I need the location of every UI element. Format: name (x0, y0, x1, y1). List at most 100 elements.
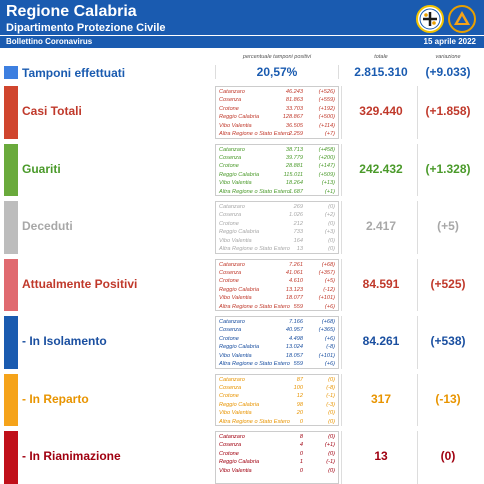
province-value: 0 (299, 467, 303, 474)
bulletin-bar: Bollettino Coronavirus 15 aprile 2022 (0, 35, 484, 48)
province-delta: (-1) (326, 393, 335, 400)
province-line: Reggio Calabria 98 (-3) (219, 402, 337, 408)
province-value: 0 (299, 450, 303, 457)
province-delta: (0) (328, 237, 335, 244)
tamponi-label: Tamponi effettuati (22, 66, 126, 80)
isolamento-color-swatch (4, 316, 18, 369)
column-divider (341, 86, 342, 139)
rianimazione-color-swatch (4, 431, 18, 484)
province-name: Catanzaro (219, 146, 245, 153)
province-name: Vibo Valentia (219, 467, 252, 474)
isolamento-row: - In Isolamento Catanzaro 7.166 (+68) Cosenz… (0, 315, 484, 371)
province-name: Reggio Calabria (219, 114, 260, 121)
province-line: Cosenza 41.061 (+357) (219, 270, 337, 276)
bulletin-date: 15 aprile 2022 (423, 37, 476, 46)
province-value: 18.057 (285, 352, 303, 359)
province-delta: (+2) (324, 212, 335, 219)
province-delta: (+365) (318, 327, 335, 334)
guariti-total: 242.432 (359, 161, 403, 176)
rianimazione-variation: (0) (440, 449, 456, 464)
province-delta: (+1) (324, 188, 335, 195)
region-title: Regione Calabria (6, 3, 137, 20)
column-divider (417, 86, 418, 139)
column-divider (341, 373, 342, 426)
guariti-color-swatch (4, 143, 18, 196)
casi-province-breakdown: Catanzaro 46.243 (+526) Cosenza 81.863 (+559)… (215, 86, 339, 139)
province-name: Vibo Valentia (219, 237, 252, 244)
province-line: Vibo Valentia 20 (0) (219, 410, 337, 416)
province-line: Altra Regione o Stato Estero 0 (0) (219, 419, 337, 425)
province-value: 33.703 (285, 105, 303, 112)
column-divider (341, 316, 342, 369)
province-value: 1 (299, 459, 303, 466)
bulletin-title: Bollettino Coronavirus (6, 37, 93, 46)
province-value: 2.259 (289, 131, 303, 137)
province-delta: (0) (328, 434, 335, 440)
province-line: Catanzaro 269 (0) (219, 204, 337, 210)
province-delta: (0) (328, 410, 335, 417)
province-name: Reggio Calabria (219, 229, 260, 236)
attualmente-row: Attualmente Positivi Catanzaro 7.261 (+68) C… (0, 258, 484, 314)
province-name: Crotone (219, 393, 239, 400)
province-line: Vibo Valentia 164 (0) (219, 238, 337, 244)
isolamento-total: 84.261 (362, 334, 400, 349)
tamponi-total: 2.815.310 (354, 65, 408, 79)
province-value: 128.867 (282, 114, 303, 121)
province-line: Altra Regione o Stato Estero 559 (+6) (219, 361, 337, 367)
deceduti-row: Deceduti Catanzaro 269 (0) Cosenza 1.026 (+2) C… (0, 200, 484, 256)
province-value: 28.881 (285, 163, 303, 170)
province-line: Catanzaro 7.261 (+68) (219, 262, 337, 268)
province-name: Altra Regione o Stato Estero (219, 418, 290, 425)
deceduti-color-swatch (4, 201, 18, 254)
province-value: 7.166 (289, 319, 303, 325)
province-delta: (0) (328, 246, 335, 252)
province-value: 81.863 (285, 97, 303, 104)
column-divider (417, 143, 418, 196)
province-delta: (+5) (324, 278, 335, 285)
department-subtitle: Dipartimento Protezione Civile (6, 22, 166, 34)
province-value: 7.261 (289, 261, 303, 268)
attualmente-province-breakdown: Catanzaro 7.261 (+68) Cosenza 41.061 (+357) Cr… (215, 258, 339, 311)
casi-row: Casi Totali Catanzaro 46.243 (+526) Cosenza 8… (0, 85, 484, 141)
variation-column-header: variazione (435, 54, 461, 60)
column-divider (417, 373, 418, 426)
guariti-label: Guariti (22, 161, 61, 176)
attualmente-color-swatch (4, 258, 18, 311)
province-line: Catanzaro 38.713 (+458) (219, 147, 337, 153)
province-value: 4 (299, 442, 303, 449)
province-delta: (+192) (318, 105, 335, 112)
province-name: Cosenza (219, 442, 242, 449)
province-value: 164 (293, 237, 303, 244)
column-divider (417, 316, 418, 369)
province-value: 18.264 (285, 180, 303, 187)
province-value: 559 (293, 303, 303, 310)
province-name: Reggio Calabria (219, 286, 260, 293)
province-name: Reggio Calabria (219, 401, 260, 408)
attualmente-total: 84.591 (362, 276, 400, 291)
province-line: Catanzaro 8 (0) (219, 434, 337, 440)
province-line: Reggio Calabria 128.867 (+500) (219, 114, 337, 120)
civil-protection-logo-icon (448, 5, 476, 33)
province-name: Crotone (219, 105, 239, 112)
province-value: 40.957 (285, 327, 303, 334)
province-name: Catanzaro (219, 261, 245, 268)
tamponi-color-swatch (4, 66, 18, 79)
province-name: Cosenza (219, 327, 242, 334)
province-name: Catanzaro (219, 319, 245, 325)
guariti-province-breakdown: Catanzaro 38.713 (+458) Cosenza 39.779 (+200)… (215, 143, 339, 196)
province-name: Catanzaro (219, 434, 245, 440)
province-delta: (+500) (318, 114, 335, 121)
province-delta: (+7) (324, 131, 335, 137)
province-line: Crotone 28.881 (+147) (219, 163, 337, 169)
reparto-variation: (-13) (435, 391, 461, 406)
province-line: Altra Regione o Stato Estero 13 (0) (219, 246, 337, 252)
province-delta: (+101) (318, 352, 335, 359)
province-value: 36.505 (285, 122, 303, 129)
province-line: Crotone 212 (0) (219, 221, 337, 227)
casi-color-swatch (4, 86, 18, 139)
column-divider (341, 201, 342, 254)
province-line: Cosenza 81.863 (+559) (219, 97, 337, 103)
province-delta: (+357) (318, 269, 335, 276)
province-delta: (+101) (318, 295, 335, 302)
deceduti-variation: (+5) (437, 219, 459, 234)
